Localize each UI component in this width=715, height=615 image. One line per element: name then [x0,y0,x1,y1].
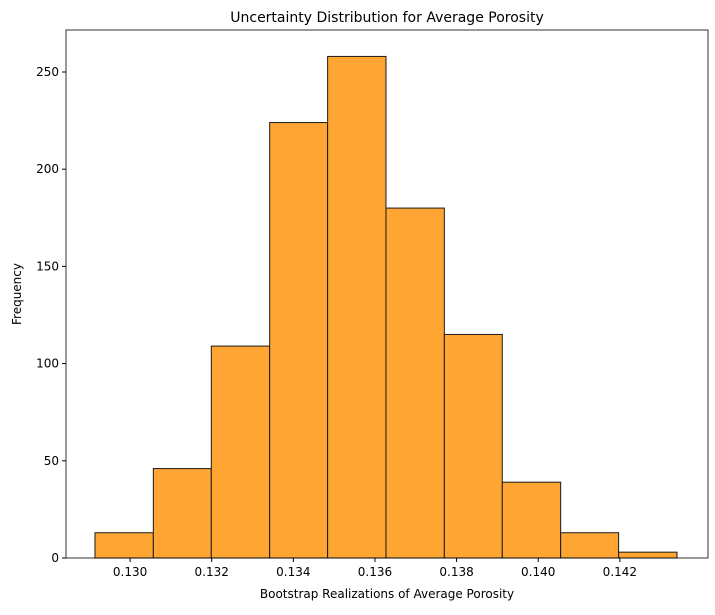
x-tick-label: 0.134 [276,565,310,579]
y-axis-label: Frequency [10,263,24,325]
bar [327,55,387,559]
x-tick-label: 0.132 [195,565,229,579]
bar [152,468,212,559]
bar [560,532,620,559]
x-tick-label: 0.138 [439,565,473,579]
chart-title: Uncertainty Distribution for Average Por… [230,10,544,26]
bar [443,333,503,559]
y-tick-label: 50 [44,454,59,468]
x-tick-label: 0.140 [521,565,555,579]
y-tick-label: 100 [36,357,59,371]
bar [618,551,678,559]
x-tick-label: 0.136 [358,565,392,579]
bar [269,122,329,559]
y-tick-label: 200 [36,162,59,176]
bar [210,345,271,559]
y-tick-label: 150 [36,259,59,273]
bar [385,207,445,559]
bar [501,481,562,559]
x-tick-label: 0.130 [113,565,147,579]
x-axis-label: Bootstrap Realizations of Average Porosi… [260,587,514,601]
bar [94,532,154,559]
x-tick-label: 0.142 [603,565,637,579]
plot-frame [65,29,709,559]
y-tick-label: 250 [36,65,59,79]
y-tick-label: 0 [51,551,59,565]
